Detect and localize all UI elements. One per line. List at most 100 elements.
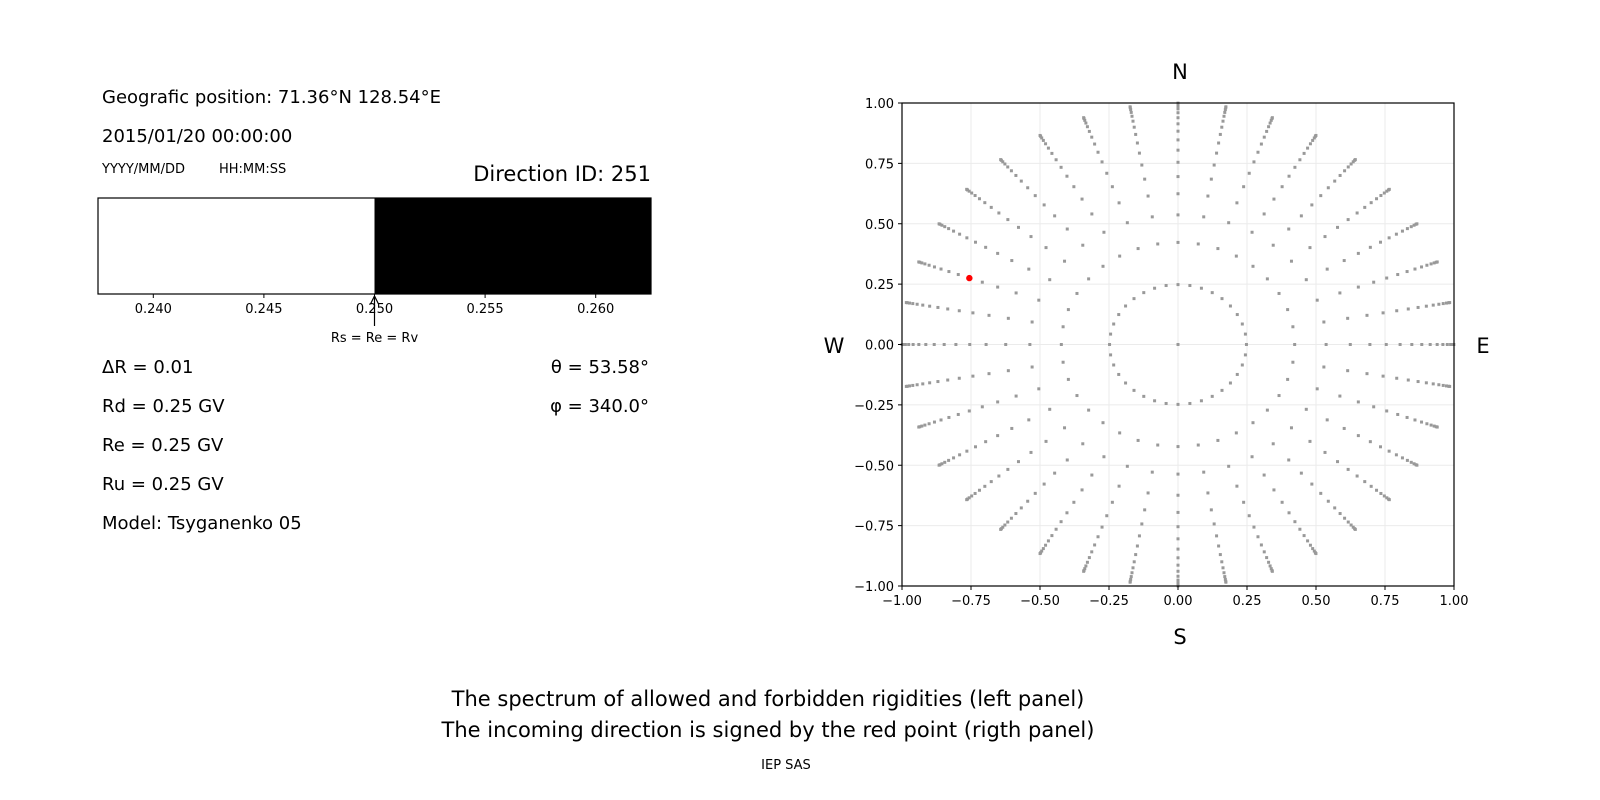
direction-point: [1223, 575, 1227, 579]
direction-point: [1429, 423, 1433, 427]
direction-point: [1227, 464, 1231, 468]
direction-point: [977, 197, 981, 201]
direction-point: [1153, 286, 1157, 290]
direction-point: [1333, 506, 1337, 510]
direction-point: [1176, 445, 1180, 449]
direction-point: [1323, 235, 1327, 239]
direction-point: [1268, 121, 1272, 125]
direction-point: [920, 261, 924, 265]
direction-point: [940, 223, 944, 227]
direction-point: [1325, 267, 1329, 271]
direction-point: [1324, 343, 1328, 346]
direction-point: [1385, 496, 1389, 500]
direction-point: [1110, 185, 1114, 189]
direction-point: [1363, 480, 1367, 484]
direction-point: [1140, 163, 1144, 167]
model-name: Model: Tsyganenko 05: [102, 513, 302, 534]
direction-point: [1326, 499, 1330, 503]
direction-point: [1132, 560, 1136, 564]
y-tick-label: 1.00: [865, 97, 894, 112]
direction-point: [947, 415, 951, 419]
direction-point: [1277, 291, 1281, 295]
direction-point: [1202, 470, 1206, 474]
y-tick-label: −0.50: [854, 459, 894, 474]
direction-point: [987, 313, 991, 317]
x-tick-label: 0.245: [245, 302, 282, 317]
direction-point: [1304, 407, 1308, 411]
direction-point: [1412, 462, 1416, 466]
direction-point: [1338, 291, 1342, 295]
direction-point: [947, 270, 951, 274]
time-format-label: HH:MM:SS: [219, 162, 286, 177]
direction-point: [1431, 382, 1435, 386]
direction-point: [908, 301, 912, 305]
direction-point: [1314, 552, 1318, 556]
direction-point: [1262, 473, 1266, 477]
compass-west: W: [824, 334, 845, 358]
direction-point: [1435, 260, 1439, 264]
direction-point: [1220, 125, 1224, 129]
direction-point: [1065, 174, 1069, 178]
direction-point: [1382, 494, 1386, 498]
direction-point: [1428, 343, 1432, 346]
direction-point: [1117, 313, 1121, 317]
direction-point: [936, 305, 940, 309]
direction-point: [1265, 408, 1269, 412]
direction-point: [1081, 442, 1085, 446]
direction-point: [1265, 129, 1269, 133]
direction-point: [1030, 365, 1034, 369]
direction-point: [1311, 547, 1315, 551]
direction-point: [1346, 520, 1350, 524]
direction-point: [1156, 242, 1160, 246]
direction-point: [927, 263, 931, 267]
direction-point: [1037, 298, 1041, 302]
direction-point: [936, 380, 940, 384]
direction-point: [1135, 544, 1139, 548]
direction-point: [1102, 455, 1106, 459]
direction-point: [920, 424, 924, 428]
direction-point: [1277, 394, 1281, 398]
direction-point: [983, 484, 987, 488]
direction-point: [1096, 150, 1100, 154]
direction-point: [1387, 187, 1391, 191]
direction-point: [1090, 550, 1094, 554]
direction-point: [1217, 141, 1221, 145]
direction-point: [1379, 491, 1383, 495]
direction-point: [1050, 534, 1054, 538]
direction-point: [1164, 401, 1168, 405]
direction-point: [1053, 471, 1057, 475]
direction-point: [1338, 173, 1342, 177]
direction-point: [903, 343, 907, 346]
direction-point: [1400, 229, 1404, 233]
direction-point: [1395, 376, 1399, 380]
direction-point: [1406, 378, 1410, 382]
y-tick-label: −1.00: [854, 580, 894, 595]
x-tick-label: 0.00: [1164, 594, 1193, 609]
direction-point: [1044, 246, 1048, 250]
direction-point: [1299, 471, 1303, 475]
direction-point: [1353, 158, 1357, 162]
direction-point: [1287, 227, 1291, 231]
direction-point: [1381, 311, 1385, 315]
direction-point: [1432, 424, 1436, 428]
direction-point: [996, 434, 1000, 438]
direction-point: [943, 460, 947, 464]
direction-point: [917, 260, 921, 264]
direction-point: [1075, 291, 1079, 295]
date-format-label: YYYY/MM/DD: [101, 162, 185, 177]
phi-value: φ = 340.0°: [550, 396, 649, 417]
direction-point: [1220, 388, 1224, 392]
direction-point: [1176, 556, 1180, 560]
direction-point: [1087, 277, 1091, 281]
direction-point: [1259, 142, 1263, 146]
direction-point: [917, 343, 921, 346]
direction-point: [1080, 488, 1084, 492]
direction-point: [1176, 510, 1180, 514]
direction-point: [1044, 543, 1048, 547]
direction-point: [921, 382, 925, 386]
direction-point: [1124, 304, 1128, 308]
direction-point: [1212, 163, 1216, 167]
theta-value: θ = 53.58°: [551, 357, 649, 378]
x-tick-label: 0.260: [577, 302, 614, 317]
direction-point: [1124, 381, 1128, 385]
